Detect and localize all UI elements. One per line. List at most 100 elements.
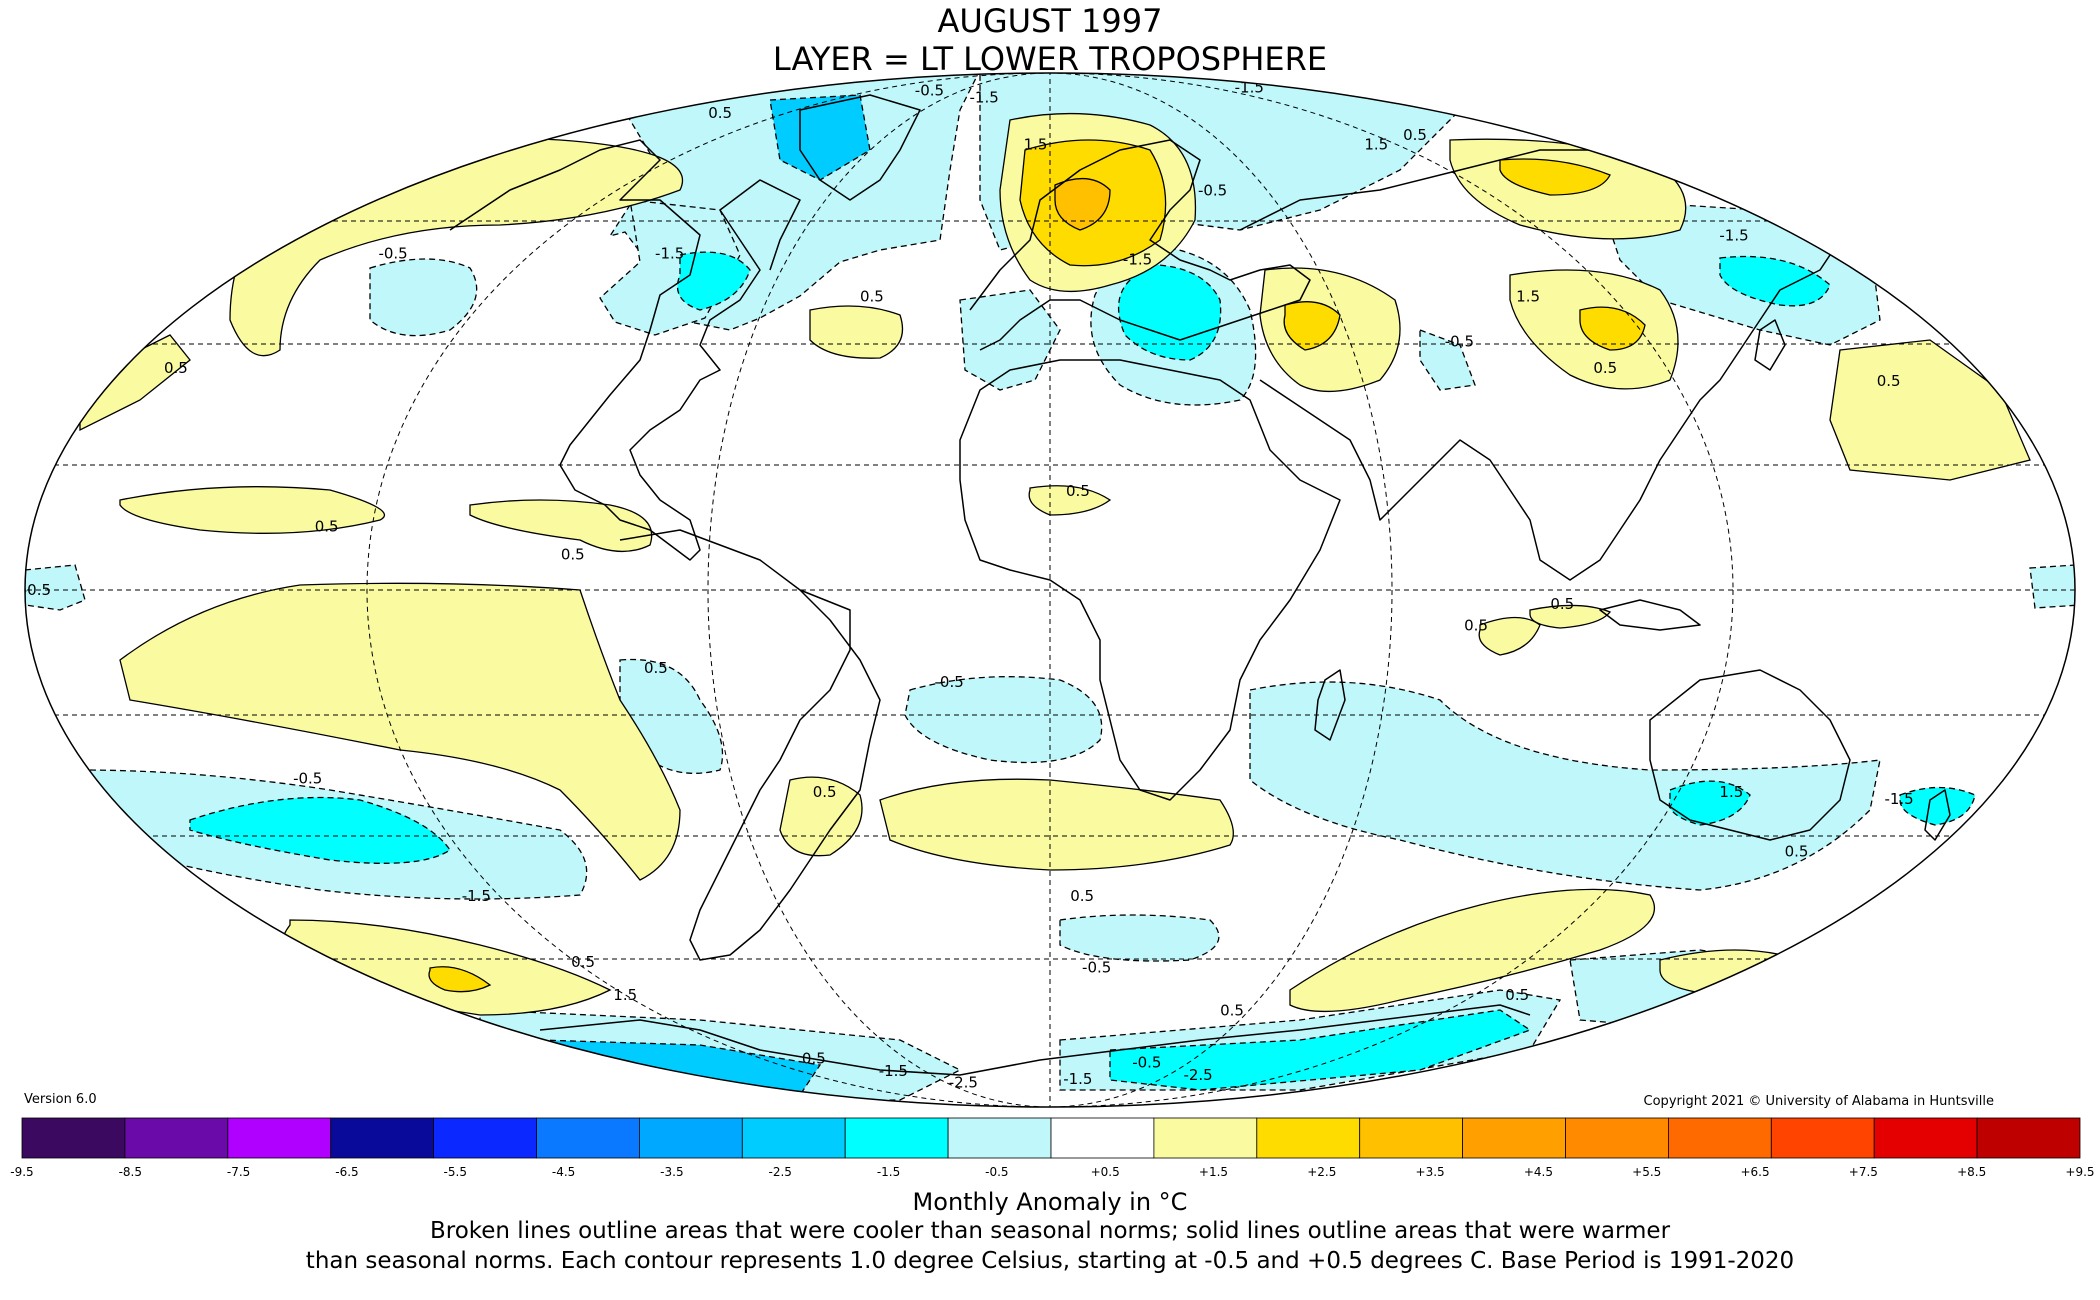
contour-label: -0.5 [1132,1054,1161,1072]
colorbar-tick-label: -2.5 [768,1165,791,1179]
contour-label: -1.5 [970,89,999,107]
contour-label: 0.5 [561,546,585,564]
coastline-indonesia [1599,599,1701,631]
contour-label: 0.5 [571,953,595,971]
colorbar-swatch [947,1117,1052,1159]
contour-label: 0.5 [1593,359,1617,377]
contour-label: 0.5 [1403,126,1427,144]
copyright-notice: Copyright 2021 © University of Alabama i… [1643,1094,1994,1109]
warm-region-north-atlantic [809,305,904,359]
contour-label: 0.5 [164,359,188,377]
contour-label: 0.5 [802,1049,826,1067]
colorbar-swatch [536,1117,640,1159]
warm-region-sahel [1028,485,1112,516]
cool-region-north-pacific [369,258,478,337]
colorbar-tick-label: +0.5 [1091,1165,1120,1179]
coastline-new-zealand [1924,789,1951,841]
contour-label: -1.5 [462,887,491,905]
contour-label: -0.5 [934,673,963,691]
coastline-madagascar [1314,669,1346,741]
map-boundary [24,72,2076,1108]
contour-label: 0.5 [1464,616,1488,634]
coastline-greenland [799,94,921,201]
colorbar-swatch [844,1117,949,1159]
colorbar-tick-label: -1.5 [877,1165,900,1179]
legend-description-line1: Broken lines outline areas that were coo… [429,1218,1671,1244]
cool-core-australia-south [1668,780,1751,826]
contour-label: 0.5 [860,287,884,305]
colorbar: -9.5 -8.5 -7.5 -6.5 -5.5 -4.5 -3.5 -2.5 -1.5 -0.5… [10,1117,2095,1179]
coastline-south-america [619,529,881,961]
warm-region-southwest-pacific [1659,949,1801,996]
contour-label: -1.5 [1123,250,1152,268]
colorbar-tick-label: +6.5 [1740,1165,1769,1179]
cool-region-south-atlantic [904,676,1103,764]
warm-region-southern-indian [1289,888,1656,1013]
colorbar-swatch [1873,1117,1978,1159]
contour-label: 0.5 [1550,595,1574,613]
colorbar-swatch [1976,1117,2081,1159]
map-interior: 0.5 -0.5 -1.5 1.5 -1.5 0.5 1.5 -0.5 -0.5 -1.5 -1.5… [22,73,2075,1107]
contour-label: 0.5 [1220,1002,1244,1020]
legend-units-label: Monthly Anomaly in °C [912,1188,1188,1216]
coastline-japan [1754,319,1786,371]
colorbar-swatch [21,1117,126,1159]
colorbar-tick-label: +2.5 [1307,1165,1336,1179]
colorbar-tick-label: -9.5 [10,1165,33,1179]
colorbar-swatch [1770,1117,1875,1159]
cool-core-south-pacific [189,796,451,864]
colorbar-tick-label: +7.5 [1849,1165,1878,1179]
cool-core-baffin [769,94,871,181]
contour-label: 0.5 [315,517,339,535]
coastline-australia [1649,669,1851,841]
cool-region-indian-ocean [1249,681,1881,891]
colorbar-tick-label: -3.5 [660,1165,683,1179]
colorbar-swatch [1462,1117,1566,1159]
contour-label: 0.5 [1785,843,1809,861]
map-subtitle: LAYER = LT LOWER TROPOSPHERE [772,40,1328,78]
legend-description-line2: than seasonal norms. Each contour repres… [305,1248,1795,1274]
contour-labels: 0.5 -0.5 -1.5 1.5 -1.5 0.5 1.5 -0.5 -0.5 -1.5 -1.5… [22,78,1914,1091]
colorbar-swatch [1050,1117,1155,1159]
colorbar-swatch [1565,1117,1669,1159]
contour-label: -1.5 [1884,790,1913,808]
graticule [25,73,2075,1107]
colorbar-tick-label: +5.5 [1632,1165,1661,1179]
contour-label: 0.5 [813,783,837,801]
coastline-north-america [449,139,801,561]
warm-core-south-pacific [428,966,492,993]
cool-region-equatorial-east [2029,564,2075,609]
contour-label: 1.5 [1024,135,1048,153]
colorbar-swatch [124,1117,229,1159]
warm-region-north-pacific-east [1829,339,2031,481]
cool-core-balkans [1118,263,1222,361]
contour-label: -1.5 [655,244,684,262]
colorbar-swatches [21,1117,2081,1159]
colorbar-tick-label: +9.5 [2065,1165,2094,1179]
colorbar-swatch [741,1117,846,1159]
colorbar-swatch [1153,1117,1258,1159]
colorbar-swatch [433,1117,537,1159]
contour-label: 0.5 [1505,986,1529,1004]
colorbar-tick-label: -8.5 [119,1165,142,1179]
colorbar-swatch [1668,1117,1772,1159]
contour-label: -0.5 [378,244,407,262]
coastline-africa [959,359,1341,801]
contour-label: -0.5 [22,581,51,599]
colorbar-tick-label: -0.5 [985,1165,1008,1179]
warm-region-central-america [469,499,653,553]
warm-region-central-pacific-north [119,486,386,534]
cool-core-siberia [1719,255,1831,307]
contour-label: 1.5 [1719,783,1743,801]
colorbar-tick-label: +1.5 [1199,1165,1228,1179]
colorbar-swatch [1359,1117,1463,1159]
colorbar-swatch [227,1117,332,1159]
contour-label: -1.5 [879,1062,908,1080]
contour-label: -1.5 [1063,1070,1092,1088]
contour-label: 1.5 [1364,135,1388,153]
colorbar-tick-label: -5.5 [444,1165,467,1179]
contour-label: -2.5 [949,1073,978,1091]
colorbar-tick-label: -7.5 [227,1165,250,1179]
colorbar-swatch [330,1117,435,1159]
contour-label: -1.5 [1719,227,1748,245]
